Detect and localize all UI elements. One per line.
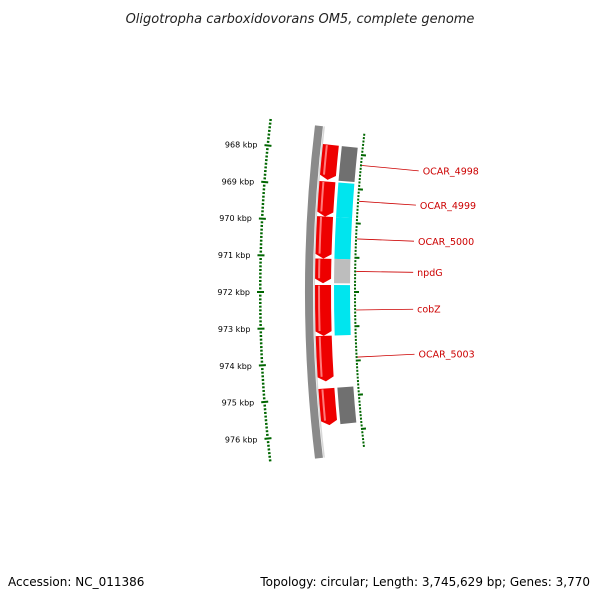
gene-feature-block[interactable] [337,386,357,425]
cds-arrow-highlight [323,145,328,175]
accession-text: Accession: NC_011386 [8,575,144,589]
ruler-tick-label: 972 kbp [217,288,250,297]
cds-arrow-highlight [320,181,325,212]
backbone-ring [305,125,323,459]
cds-arrow[interactable] [315,216,334,259]
gene-feature-block[interactable] [338,146,358,183]
cds-arrow[interactable] [315,335,334,382]
ruler-major-tick [264,144,272,147]
gene-labels: OCAR_4998 OCAR_4999 OCAR_5000 npdG cobZ OCAR_… [356,165,479,361]
ruler-tick-label: 976 kbp [225,436,258,445]
gene-label[interactable]: OCAR_5003 [419,350,475,361]
ruler-tick-label: 973 kbp [218,325,251,334]
cds-arrow-highlight [321,389,326,421]
cds-arrow[interactable] [319,144,339,180]
cds-arrow[interactable] [318,387,337,426]
gene-feature-block[interactable] [336,182,355,219]
topology-text: Topology: circular; Length: 3,745,629 bp… [259,575,590,589]
gene-label-leader [361,165,419,172]
backbone-ring-inner [313,126,325,458]
cds-arrow[interactable] [317,180,336,217]
gene-label[interactable]: OCAR_5000 [418,237,474,248]
gene-label-leader [356,308,414,311]
inner-tick [360,427,367,430]
ruler-major-tick [264,437,272,440]
gene-label[interactable]: npdG [417,268,442,279]
gene-label-leader [359,200,416,206]
inner-tick [360,154,367,157]
gene-label[interactable]: OCAR_4999 [420,201,476,212]
cds-arrow-highlight [318,217,323,254]
gene-label[interactable]: cobZ [417,305,441,316]
gene-label-leader [357,353,415,358]
ruler-tick-label: 975 kbp [222,399,255,408]
gene-feature-block[interactable] [334,258,351,284]
gene-track [315,144,358,426]
ruler-tick-label: 971 kbp [218,251,251,260]
ruler-tick-label: 974 kbp [219,362,252,371]
gene-feature-block[interactable] [333,285,351,336]
title-backdrop [0,0,600,30]
gene-label-leader [356,271,414,273]
ring-layer [305,125,325,459]
ruler-tick-label: 968 kbp [225,140,258,149]
ruler: 968 kbp 969 kbp 970 kbp 971 kbp 972 kbp 973 k… [217,118,367,462]
ruler-tick-label: 970 kbp [219,214,252,223]
gene-feature-block[interactable] [334,217,353,260]
cds-arrow[interactable] [315,258,332,284]
gene-label[interactable]: OCAR_4998 [423,167,479,178]
cds-arrow[interactable] [315,284,332,336]
cds-arrow-highlight [318,336,323,377]
ruler-tick-label: 969 kbp [222,177,255,186]
cds-arrow-highlight [318,285,321,332]
map-title: Oligotropha carboxidovorans OM5, complet… [126,12,475,27]
ruler-major-tick [261,400,269,404]
gene-label-leader [357,238,415,242]
ruler-major-tick [261,180,269,184]
